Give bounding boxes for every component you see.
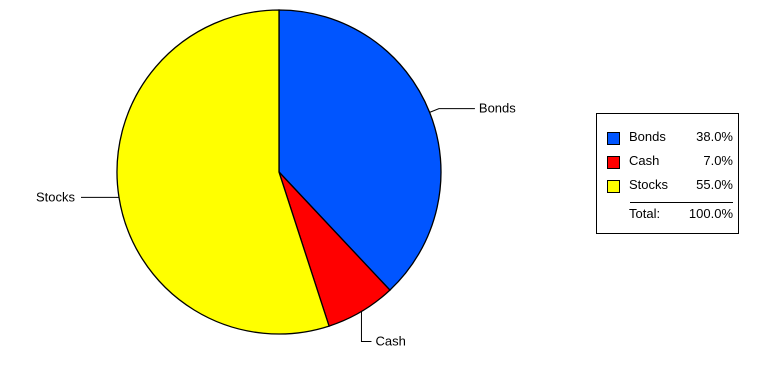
legend-item-bonds: Bonds 38.0% — [607, 128, 735, 146]
legend-swatch-bonds — [607, 132, 620, 145]
legend-total-label: Total: — [629, 206, 661, 221]
slice-labels: Bonds Cash Stocks — [36, 101, 516, 349]
legend-value-bonds: 38.0% — [696, 129, 733, 144]
slice-label-cash: Cash — [375, 333, 405, 348]
legend-value-cash: 7.0% — [703, 153, 733, 168]
legend-item-stocks: Stocks 55.0% — [607, 176, 735, 194]
slice-label-bonds: Bonds — [479, 101, 516, 116]
pie-slice-stocks — [116, 9, 330, 335]
legend-total-value: 100.0% — [688, 206, 733, 221]
legend-swatch-stocks — [607, 180, 620, 193]
slice-label-stocks: Stocks — [36, 189, 76, 204]
legend-label-bonds: Bonds — [629, 129, 666, 144]
legend-item-cash: Cash 7.0% — [607, 152, 735, 170]
legend-total-divider — [630, 202, 733, 203]
pie-slices — [116, 9, 442, 335]
leader-line-bonds — [429, 108, 475, 113]
legend-value-stocks: 55.0% — [696, 177, 733, 192]
legend-label-cash: Cash — [629, 153, 660, 168]
pie-slice-bonds — [278, 9, 442, 292]
leader-line-cash — [360, 311, 372, 342]
legend: Bonds 38.0% Cash 7.0% Stocks 55.0% Total… — [596, 113, 739, 234]
legend-label-stocks: Stocks — [629, 177, 669, 192]
slice-leader-lines — [80, 108, 475, 342]
legend-swatch-cash — [607, 156, 620, 169]
